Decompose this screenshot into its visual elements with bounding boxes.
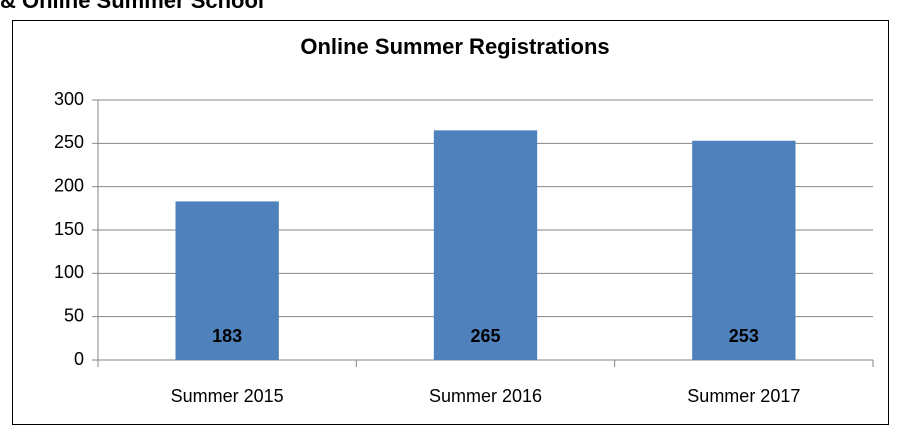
data-label: 253 [729,326,759,346]
x-tick-label: Summer 2016 [429,386,542,406]
x-tick-label: Summer 2015 [171,386,284,406]
y-tick-label: 250 [54,132,84,152]
bar [692,140,796,360]
x-tick-label: Summer 2017 [687,386,800,406]
chart-title: Online Summer Registrations [300,34,609,59]
y-tick-label: 100 [54,262,84,282]
data-label: 265 [470,326,500,346]
bar [433,130,538,360]
y-tick-label: 0 [74,349,84,369]
y-tick-label: 50 [64,305,84,325]
y-tick-label: 200 [54,175,84,195]
y-tick-label: 150 [54,219,84,239]
page-heading: & Online Summer School [0,0,264,13]
data-label: 183 [212,326,242,346]
bar [175,201,279,360]
y-tick-label: 300 [54,89,84,109]
